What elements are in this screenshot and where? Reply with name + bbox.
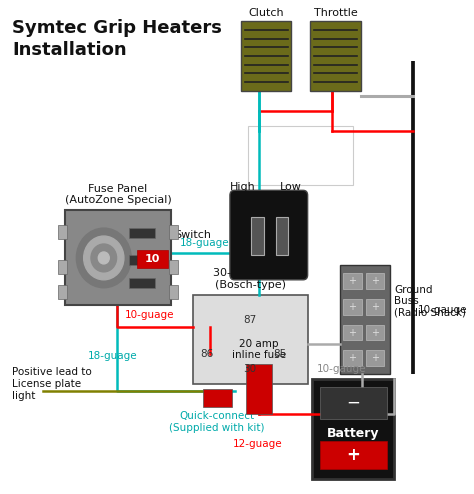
Text: 30: 30 <box>244 364 256 374</box>
Bar <box>65 210 171 305</box>
Text: Low: Low <box>280 182 302 192</box>
Bar <box>343 325 362 340</box>
Bar <box>129 228 155 238</box>
Text: Symtec Grip Heaters
Installation: Symtec Grip Heaters Installation <box>12 19 222 59</box>
Text: −: − <box>346 394 360 412</box>
Bar <box>246 365 272 414</box>
Circle shape <box>84 236 124 280</box>
Text: +: + <box>348 276 356 286</box>
Text: 10-gauge: 10-gauge <box>417 305 467 315</box>
Bar <box>310 21 361 91</box>
Text: 18-guage: 18-guage <box>88 351 138 361</box>
Text: 86: 86 <box>201 349 214 360</box>
Bar <box>129 278 155 288</box>
Bar <box>366 325 384 340</box>
Text: 30-amp relay
(Bosch-type): 30-amp relay (Bosch-type) <box>213 268 288 290</box>
Bar <box>251 217 264 255</box>
Circle shape <box>76 228 131 288</box>
Bar <box>340 265 390 374</box>
Text: 10-gauge: 10-gauge <box>317 365 366 374</box>
Text: Throttle: Throttle <box>314 8 357 18</box>
Bar <box>366 299 384 315</box>
Text: Fuse Panel
(AutoZone Special): Fuse Panel (AutoZone Special) <box>64 184 171 205</box>
Text: +: + <box>371 276 379 286</box>
Text: Clutch: Clutch <box>248 8 284 18</box>
Bar <box>319 441 387 469</box>
Text: +: + <box>346 446 360 464</box>
Circle shape <box>91 244 117 272</box>
Text: Battery: Battery <box>327 427 380 441</box>
Text: High: High <box>230 182 255 192</box>
Bar <box>193 295 308 384</box>
Text: 18-guage: 18-guage <box>180 238 229 248</box>
Text: Quick-connect
(Supplied with kit): Quick-connect (Supplied with kit) <box>169 411 265 433</box>
Text: 87: 87 <box>244 315 257 325</box>
Bar <box>343 273 362 289</box>
Text: 20 amp
inline fuse: 20 amp inline fuse <box>232 339 286 360</box>
Text: Positive lead to
License plate
light: Positive lead to License plate light <box>12 368 92 401</box>
Bar <box>58 260 67 274</box>
Bar <box>129 255 155 265</box>
Text: +: + <box>371 328 379 337</box>
Bar <box>312 379 394 479</box>
Bar <box>169 225 178 239</box>
Text: 10: 10 <box>145 254 160 264</box>
Text: +: + <box>348 353 356 364</box>
Circle shape <box>98 252 109 264</box>
Bar <box>241 21 291 91</box>
Text: +: + <box>371 353 379 364</box>
Bar <box>169 285 178 299</box>
Bar <box>248 125 353 185</box>
Text: Switch: Switch <box>174 230 212 240</box>
Bar <box>343 299 362 315</box>
Bar <box>366 350 384 367</box>
Text: 12-guage: 12-guage <box>233 439 283 449</box>
Text: 10-guage: 10-guage <box>125 310 174 320</box>
Bar <box>276 217 289 255</box>
Bar <box>137 250 168 268</box>
Text: +: + <box>348 328 356 337</box>
Bar <box>169 260 178 274</box>
FancyBboxPatch shape <box>230 190 308 280</box>
Bar <box>366 273 384 289</box>
Text: +: + <box>348 302 356 312</box>
Bar <box>202 389 232 407</box>
Text: Ground
Buss
(Radio Shack): Ground Buss (Radio Shack) <box>394 285 466 318</box>
Bar <box>319 387 387 419</box>
Bar <box>58 225 67 239</box>
Bar <box>58 285 67 299</box>
Text: +: + <box>371 302 379 312</box>
Text: 85: 85 <box>273 349 287 360</box>
Bar <box>343 350 362 367</box>
